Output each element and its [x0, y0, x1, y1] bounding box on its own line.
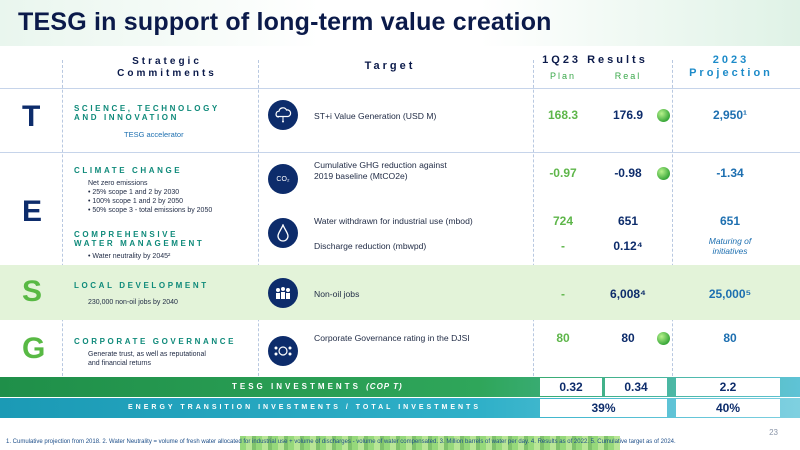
- science-caption-line1: SCIENCE, TECHNOLOGY: [74, 104, 220, 113]
- row-divider: [0, 88, 800, 89]
- water-management-caption: COMPREHENSIVE WATER MANAGEMENT: [74, 230, 204, 248]
- jobs-plan-value: -: [561, 287, 565, 301]
- science-caption-line2: AND INNOVATION: [74, 113, 179, 122]
- ghg-target-line1: Cumulative GHG reduction against: [314, 160, 447, 170]
- strategic-header-line1: Strategic: [132, 56, 202, 67]
- non-oil-jobs-commitment: 230,000 non-oil jobs by 2040: [88, 299, 178, 306]
- djsi-rating-target: Corporate Governance rating in the DJSI: [314, 333, 470, 343]
- column-divider: [672, 60, 673, 376]
- cloud-network-icon: [268, 100, 298, 130]
- projection-header-line1: 2023: [712, 54, 750, 66]
- local-development-caption: LOCAL DEVELOPMENT: [74, 281, 209, 290]
- water-real-value: 651: [617, 214, 639, 228]
- water-plan-value: 724: [552, 214, 574, 228]
- column-divider: [62, 60, 63, 376]
- scope-25-text: • 25% scope 1 and 2 by 2030: [88, 189, 180, 196]
- header-decoration: [0, 0, 800, 46]
- tesg-accelerator-text: TESG accelerator: [124, 130, 184, 139]
- governance-line2: and financial returns: [88, 360, 152, 367]
- water-withdrawn-target: Water withdrawn for industrial use (mbod…: [314, 216, 473, 226]
- scope-3-text: • 50% scope 3 - total emissions by 2050: [88, 207, 213, 214]
- discharge-real-value: 0.12⁴: [613, 239, 643, 253]
- t-plan-value: 168.3: [547, 108, 579, 122]
- governance-commitment: Generate trust, as well as reputational …: [88, 350, 206, 368]
- status-dot: [657, 167, 670, 180]
- tesg-investments-text: TESG INVESTMENTS: [232, 382, 361, 391]
- column-divider: [258, 60, 259, 376]
- row-divider: [0, 152, 800, 153]
- science-technology-caption: SCIENCE, TECHNOLOGY AND INNOVATION: [74, 104, 220, 122]
- people-icon: [268, 278, 298, 308]
- letter-s: S: [22, 275, 43, 308]
- governance-line1: Generate trust, as well as reputational: [88, 351, 206, 358]
- strategic-header-line2: Commitments: [117, 68, 217, 79]
- energy-real-share: 39%: [540, 399, 667, 417]
- t-projection-value: 2,950¹: [712, 108, 748, 122]
- discharge-reduction-target: Discharge reduction (mbwpd): [314, 241, 427, 251]
- s-row-background: [0, 265, 800, 320]
- projection-header-line2: Projection: [689, 67, 773, 79]
- jobs-real-value: 6,008⁴: [610, 287, 646, 301]
- climate-change-caption: CLIMATE CHANGE: [74, 166, 183, 175]
- maturing-line1: Maturing of: [708, 236, 752, 246]
- ghg-projection-value: -1.34: [716, 166, 744, 180]
- discharge-projection-note: Maturing of initiatives: [690, 236, 770, 256]
- page-title: TESG in support of long-term value creat…: [18, 8, 552, 36]
- tesg-plan-investment: 0.32: [540, 378, 602, 396]
- results-header: 1Q23 Results: [542, 54, 648, 66]
- water-caption-line1: COMPREHENSIVE: [74, 230, 179, 239]
- co2-icon-label: CO₂: [276, 175, 290, 183]
- ghg-plan-value: -0.97: [549, 166, 577, 180]
- letter-g: G: [22, 332, 46, 365]
- tesg-real-investment: 0.34: [605, 378, 667, 396]
- t-real-value: 176.9: [612, 108, 644, 122]
- discharge-plan-value: -: [561, 239, 565, 253]
- water-drop-icon: [268, 218, 298, 248]
- corporate-governance-caption: CORPORATE GOVERNANCE: [74, 337, 237, 346]
- tesg-investments-unit: (COP T): [366, 382, 403, 391]
- strategic-header: Strategic Commitments: [72, 56, 262, 80]
- water-neutrality-text: • Water neutrality by 2045²: [88, 253, 171, 260]
- energy-projection-share: 40%: [676, 399, 780, 417]
- footer-decoration: [240, 436, 620, 450]
- ghg-real-value: -0.98: [614, 166, 642, 180]
- water-projection-value: 651: [719, 214, 741, 228]
- target-header: Target: [364, 60, 416, 72]
- energy-transition-label: ENERGY TRANSITION INVESTMENTS / TOTAL IN…: [128, 404, 482, 411]
- real-header: Real: [614, 71, 642, 81]
- jobs-projection-value: 25,000⁵: [708, 287, 752, 301]
- djsi-plan-value: 80: [556, 331, 570, 345]
- column-divider: [533, 60, 534, 376]
- status-dot: [657, 332, 670, 345]
- maturing-line2: initiatives: [712, 246, 748, 256]
- net-zero-text: Net zero emissions: [88, 180, 148, 187]
- tesg-investments-label: TESG INVESTMENTS (COP T): [232, 382, 403, 391]
- projection-header: 2023 Projection: [676, 54, 786, 80]
- water-caption-line2: WATER MANAGEMENT: [74, 239, 205, 248]
- co2-icon: CO₂: [268, 164, 298, 194]
- governance-meeting-icon: [268, 336, 298, 366]
- letter-t: T: [22, 100, 41, 133]
- letter-e: E: [22, 195, 43, 228]
- status-dot: [657, 109, 670, 122]
- plan-header: Plan: [549, 71, 576, 81]
- tesg-projection-investment: 2.2: [676, 378, 780, 396]
- footnote: 1. Cumulative projection from 2018. 2. W…: [6, 439, 676, 445]
- climate-commitments-list: Net zero emissions • 25% scope 1 and 2 b…: [88, 179, 212, 215]
- st-i-value-target: ST+i Value Generation (USD M): [314, 111, 437, 121]
- ghg-target-line2: 2019 baseline (MtCO2e): [314, 171, 408, 181]
- djsi-projection-value: 80: [723, 331, 737, 345]
- ghg-reduction-target: Cumulative GHG reduction against 2019 ba…: [314, 160, 447, 182]
- page-number: 23: [769, 428, 778, 437]
- scope-100-text: • 100% scope 1 and 2 by 2050: [88, 198, 184, 205]
- djsi-real-value: 80: [621, 331, 635, 345]
- non-oil-jobs-target: Non-oil jobs: [314, 289, 360, 299]
